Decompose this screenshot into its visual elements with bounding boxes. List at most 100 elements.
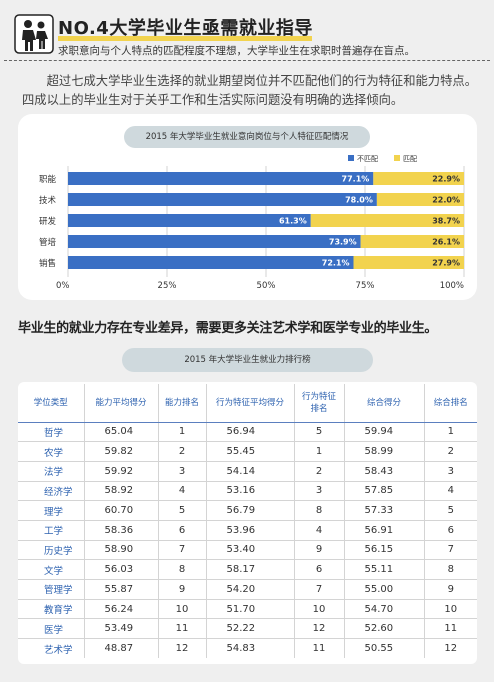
major-name: 艺术学 (18, 638, 85, 659)
major-name: 历史学 (18, 540, 85, 561)
data-label: 22.0% (432, 196, 460, 205)
table-cell: 2 (158, 441, 207, 462)
column-header: 能力排名 (158, 384, 207, 423)
divider (4, 60, 490, 61)
chart-title: 2015 年大学毕业生就业意向岗位与个人特征匹配情况 (124, 126, 370, 148)
table-row: 艺术学 48.87 12 54.83 11 50.55 12 (18, 638, 477, 659)
major-name: 经济学 (18, 481, 85, 502)
table-cell: 4 (294, 520, 345, 541)
legend-label: 不匹配 (357, 155, 378, 163)
column-header: 综合得分 (344, 384, 425, 423)
table-cell: 51.70 (206, 599, 295, 620)
table-cell: 52.60 (344, 618, 425, 640)
table-cell: 53.16 (206, 481, 295, 502)
x-tick-label: 75% (356, 281, 375, 291)
table-row: 历史学 58.90 7 53.40 9 56.15 7 (18, 540, 477, 561)
table-cell: 58.17 (206, 559, 295, 580)
table-cell: 56.15 (344, 540, 425, 561)
legend-swatch (394, 155, 400, 161)
data-label: 22.9% (432, 175, 460, 184)
table-cell: 1 (294, 441, 345, 462)
table-cell: 9 (294, 540, 345, 561)
bar-mismatch (68, 214, 311, 227)
major-name: 医学 (18, 618, 85, 640)
table-cell: 9 (158, 579, 207, 600)
table-cell: 56.94 (206, 422, 295, 443)
table-cell: 3 (158, 461, 207, 482)
bar-mismatch (68, 235, 361, 248)
table-cell: 52.22 (206, 618, 295, 640)
table-cell: 55.11 (344, 559, 425, 580)
table-cell: 54.83 (206, 638, 295, 659)
table-cell: 10 (294, 599, 345, 620)
table-cell: 58.99 (344, 441, 425, 462)
data-label: 26.1% (432, 238, 460, 247)
data-label: 73.9% (329, 238, 357, 247)
table-cell: 10 (424, 599, 477, 620)
bar-match (353, 256, 464, 269)
page-title: NO.4大学毕业生亟需就业指导 (58, 18, 313, 39)
x-tick-label: 50% (257, 281, 276, 291)
table-cell: 57.85 (344, 481, 425, 502)
title-highlight (58, 36, 312, 41)
table-cell: 4 (424, 481, 477, 502)
major-name: 理学 (18, 500, 85, 521)
table-cell: 3 (424, 461, 477, 482)
column-header: 学位类型 (18, 384, 85, 423)
legend-label: 匹配 (403, 155, 417, 163)
table-cell: 57.33 (344, 500, 425, 521)
bar-mismatch (68, 193, 377, 206)
category-label: 管培 (39, 237, 57, 248)
table-cell: 59.92 (84, 461, 159, 482)
table-cell: 56.24 (84, 599, 159, 620)
x-tick-label: 0% (56, 281, 70, 291)
page-header: NO.4大学毕业生亟需就业指导 求职意向与个人特点的匹配程度不理想，大学毕业生在… (14, 14, 480, 58)
table-cell: 65.04 (84, 422, 159, 443)
table-cell: 6 (294, 559, 345, 580)
table-cell: 56.03 (84, 559, 159, 580)
table-header-row: 学位类型 能力平均得分 能力排名 行为特征平均得分 行为特征 排名 综合得分 综… (18, 384, 477, 423)
table-cell: 54.14 (206, 461, 295, 482)
table-row: 教育学 56.24 10 51.70 10 54.70 10 (18, 599, 477, 620)
table-cell: 1 (424, 422, 477, 443)
major-name: 管理学 (18, 579, 85, 600)
bar-match (360, 235, 464, 248)
table-cell: 55.00 (344, 579, 425, 600)
table-cell: 60.70 (84, 500, 159, 521)
data-label: 78.0% (345, 196, 373, 205)
section-heading: 毕业生的就业力存在专业差异，需要更多关注艺术学和医学专业的毕业生。 (18, 321, 438, 336)
bar-match (376, 193, 464, 206)
table-row: 医学 53.49 11 52.22 12 52.60 11 (18, 618, 477, 640)
legend-swatch (348, 155, 354, 161)
table-cell: 12 (294, 618, 345, 640)
table-cell: 1 (158, 422, 207, 443)
table-cell: 53.96 (206, 520, 295, 541)
match-chart: 不匹配 匹配 0% 25% 50% 75% 100% 职能 77.1% 22.9% 技术 78.0% 2… (39, 155, 465, 291)
table-cell: 6 (158, 520, 207, 541)
table-cell: 8 (158, 559, 207, 580)
table-cell: 3 (294, 481, 345, 502)
table-cell: 11 (294, 638, 345, 659)
table-row: 法学 59.92 3 54.14 2 58.43 3 (18, 461, 477, 482)
bar-mismatch (68, 256, 354, 269)
major-name: 哲学 (18, 422, 85, 443)
category-label: 技术 (39, 195, 57, 206)
table-cell: 4 (158, 481, 207, 502)
data-label: 27.9% (432, 259, 460, 268)
table-cell: 58.43 (344, 461, 425, 482)
table-row: 工学 58.36 6 53.96 4 56.91 6 (18, 520, 477, 541)
major-name: 文学 (18, 559, 85, 580)
people-icon (14, 14, 54, 54)
data-label: 77.1% (342, 175, 370, 184)
data-label: 61.3% (279, 217, 307, 226)
table-cell: 56.91 (344, 520, 425, 541)
table-cell: 9 (424, 579, 477, 600)
table-cell: 53.49 (84, 618, 159, 640)
table-cell: 2 (424, 441, 477, 462)
major-name: 教育学 (18, 599, 85, 620)
table-cell: 50.55 (344, 638, 425, 659)
table-title: 2015 年大学毕业生就业力排行榜 (122, 348, 373, 372)
major-name: 农学 (18, 441, 85, 462)
table-cell: 5 (294, 422, 345, 443)
table-row: 哲学 65.04 1 56.94 5 59.94 1 (18, 422, 477, 443)
